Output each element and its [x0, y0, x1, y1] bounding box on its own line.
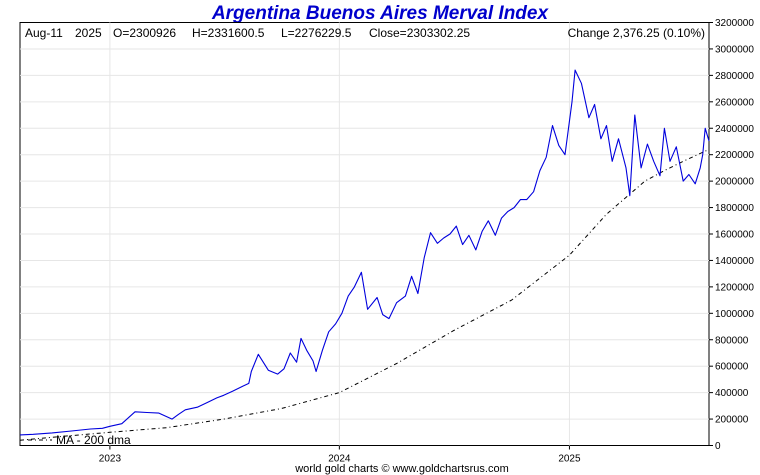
- y-tick-label: 1000000: [715, 309, 754, 320]
- ma-200-line: [19, 148, 710, 441]
- y-tick-label: 1200000: [715, 282, 754, 293]
- header-date: Aug-11: [25, 26, 63, 40]
- merval-price-line: [19, 69, 710, 436]
- y-tick-label: 3000000: [715, 44, 754, 55]
- y-tick-label: 800000: [715, 335, 749, 346]
- y-tick-label: 1400000: [715, 256, 754, 267]
- x-tick-label: 2024: [328, 454, 351, 465]
- y-tick-label: 0: [715, 441, 721, 452]
- y-tick-label: 2000000: [715, 177, 754, 188]
- header-open: O=2300926: [113, 26, 176, 40]
- x-tick-label: 2025: [558, 454, 581, 465]
- horizontal-gridlines: [20, 48, 709, 420]
- y-tick-label: 200000: [715, 415, 749, 426]
- y-tick-label: 2600000: [715, 97, 754, 108]
- y-tick-label: 600000: [715, 362, 749, 373]
- y-tick-label: 1600000: [715, 230, 754, 241]
- legend: MA - 200 dma: [28, 433, 131, 447]
- footer-credit: world gold charts © www.goldchartsrus.co…: [294, 463, 509, 475]
- y-tick-label: 2400000: [715, 124, 754, 135]
- header-close: Close=2303302.25: [369, 26, 470, 40]
- y-tick-label: 1800000: [715, 203, 754, 214]
- header-year: 2025: [75, 26, 102, 40]
- header-high: H=2331600.5: [192, 26, 265, 40]
- header-low: L=2276229.5: [281, 26, 352, 40]
- y-tick-label: 3200000: [715, 18, 754, 29]
- y-axis: 0 200000 400000 600000 800000 1000000 1200000 1…: [709, 18, 754, 452]
- chart-title: Argentina Buenos Aires Merval Index: [211, 3, 550, 24]
- header-change: Change 2,376.25 (0.10%): [568, 26, 705, 40]
- y-tick-label: 400000: [715, 388, 749, 399]
- y-tick-label: 2200000: [715, 150, 754, 161]
- legend-ma-label: MA - 200 dma: [56, 433, 131, 447]
- y-tick-label: 2800000: [715, 71, 754, 82]
- x-axis: 2023 2024 2025: [99, 445, 581, 465]
- x-tick-label: 2023: [99, 454, 122, 465]
